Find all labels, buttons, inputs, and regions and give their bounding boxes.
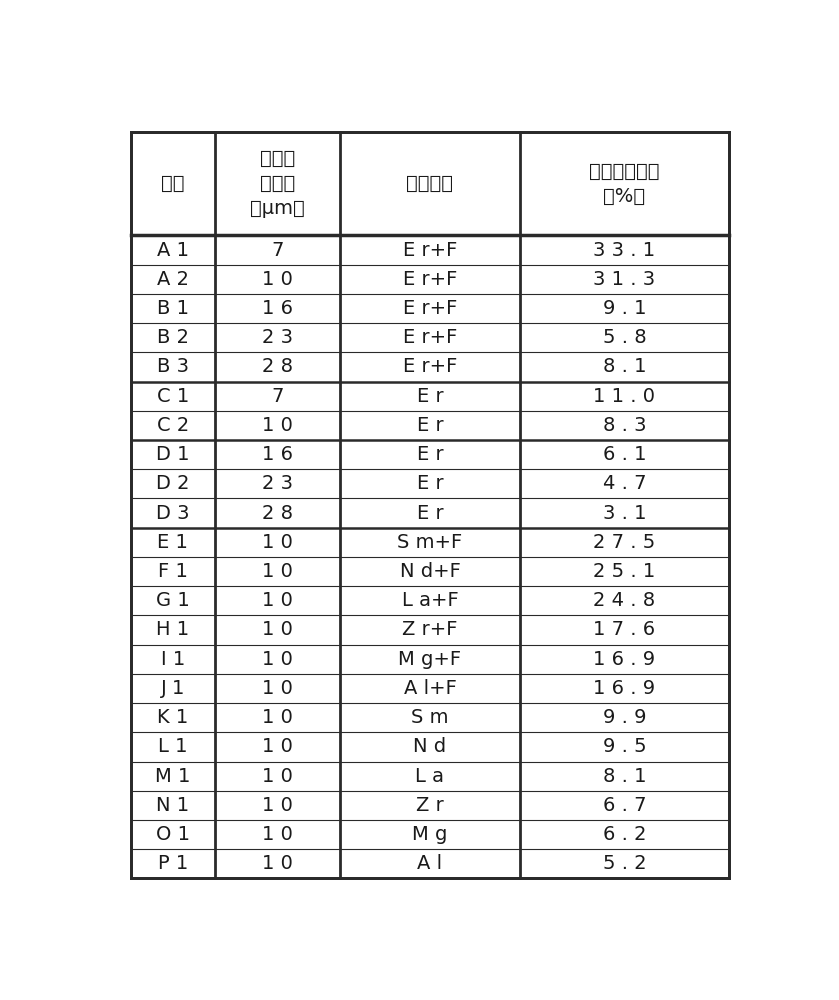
- Text: B 1: B 1: [157, 299, 189, 318]
- Text: C 2: C 2: [157, 416, 189, 435]
- Text: E r: E r: [417, 504, 443, 523]
- Text: 4 . 7: 4 . 7: [602, 474, 646, 493]
- Text: 1 6: 1 6: [262, 445, 293, 464]
- Text: O 1: O 1: [156, 825, 190, 844]
- Text: 2 4 . 8: 2 4 . 8: [593, 591, 655, 610]
- Text: 1 0: 1 0: [262, 270, 293, 289]
- Text: D 3: D 3: [156, 504, 190, 523]
- Text: 1 1 . 0: 1 1 . 0: [593, 387, 655, 406]
- Text: L a+F: L a+F: [402, 591, 458, 610]
- Text: Z r+F: Z r+F: [402, 620, 458, 639]
- Text: 1 0: 1 0: [262, 737, 293, 756]
- Text: 3 . 1: 3 . 1: [602, 504, 646, 523]
- Text: 1 0: 1 0: [262, 650, 293, 669]
- Text: 2 3: 2 3: [262, 328, 293, 347]
- Text: 1 0: 1 0: [262, 533, 293, 552]
- Text: 8 . 1: 8 . 1: [602, 767, 646, 786]
- Text: G 1: G 1: [156, 591, 190, 610]
- Text: 1 0: 1 0: [262, 591, 293, 610]
- Text: 1 0: 1 0: [262, 825, 293, 844]
- Text: 2 8: 2 8: [262, 357, 293, 376]
- Text: E r+F: E r+F: [403, 241, 457, 260]
- Text: Z r: Z r: [416, 796, 444, 815]
- Text: P 1: P 1: [158, 854, 188, 873]
- Text: 钴溶出抑制率
（%）: 钴溶出抑制率 （%）: [589, 161, 659, 205]
- Text: 电池: 电池: [161, 174, 185, 193]
- Text: 1 0: 1 0: [262, 620, 293, 639]
- Text: C 1: C 1: [157, 387, 189, 406]
- Text: E r+F: E r+F: [403, 357, 457, 376]
- Text: 7: 7: [271, 387, 284, 406]
- Text: S m: S m: [411, 708, 449, 727]
- Text: E r+F: E r+F: [403, 328, 457, 347]
- Text: A l+F: A l+F: [404, 679, 456, 698]
- Text: D 2: D 2: [156, 474, 190, 493]
- Text: J 1: J 1: [160, 679, 185, 698]
- Text: N d+F: N d+F: [399, 562, 461, 581]
- Text: L 1: L 1: [158, 737, 187, 756]
- Text: D 1: D 1: [156, 445, 190, 464]
- Text: A 1: A 1: [157, 241, 189, 260]
- Text: 2 3: 2 3: [262, 474, 293, 493]
- Text: 1 0: 1 0: [262, 679, 293, 698]
- Text: 1 0: 1 0: [262, 796, 293, 815]
- Text: H 1: H 1: [156, 620, 190, 639]
- Text: E r: E r: [417, 416, 443, 435]
- Text: I 1: I 1: [160, 650, 185, 669]
- Text: 1 6 . 9: 1 6 . 9: [593, 679, 655, 698]
- Text: E r+F: E r+F: [403, 270, 457, 289]
- Text: 2 8: 2 8: [262, 504, 293, 523]
- Text: 3 1 . 3: 3 1 . 3: [593, 270, 655, 289]
- Text: 6 . 1: 6 . 1: [602, 445, 646, 464]
- Text: A 2: A 2: [157, 270, 189, 289]
- Text: E r: E r: [417, 474, 443, 493]
- Text: 5 . 8: 5 . 8: [602, 328, 646, 347]
- Text: E r+F: E r+F: [403, 299, 457, 318]
- Text: 6 . 7: 6 . 7: [602, 796, 646, 815]
- Text: E r: E r: [417, 387, 443, 406]
- Text: A l: A l: [418, 854, 442, 873]
- Text: E 1: E 1: [158, 533, 188, 552]
- Text: B 2: B 2: [157, 328, 189, 347]
- Text: B 3: B 3: [157, 357, 189, 376]
- Text: M 1: M 1: [155, 767, 190, 786]
- Text: N d: N d: [414, 737, 446, 756]
- Text: 5 . 2: 5 . 2: [602, 854, 646, 873]
- Text: 6 . 2: 6 . 2: [602, 825, 646, 844]
- Text: 8 . 3: 8 . 3: [602, 416, 646, 435]
- Text: 2 7 . 5: 2 7 . 5: [593, 533, 655, 552]
- Text: 3 3 . 1: 3 3 . 1: [593, 241, 655, 260]
- Text: 2 5 . 1: 2 5 . 1: [593, 562, 655, 581]
- Text: M g+F: M g+F: [399, 650, 461, 669]
- Text: S m+F: S m+F: [398, 533, 462, 552]
- Text: 1 6 . 9: 1 6 . 9: [593, 650, 655, 669]
- Text: E r: E r: [417, 445, 443, 464]
- Text: 1 0: 1 0: [262, 562, 293, 581]
- Text: 1 0: 1 0: [262, 767, 293, 786]
- Text: M g: M g: [412, 825, 448, 844]
- Text: 钴酸锂
的粒径
（μm）: 钴酸锂 的粒径 （μm）: [250, 149, 305, 218]
- Text: 1 0: 1 0: [262, 708, 293, 727]
- Text: 9 . 9: 9 . 9: [602, 708, 646, 727]
- Text: 7: 7: [271, 241, 284, 260]
- Text: N 1: N 1: [156, 796, 190, 815]
- Text: 1 0: 1 0: [262, 854, 293, 873]
- Text: 附着元素: 附着元素: [406, 174, 454, 193]
- Text: F 1: F 1: [158, 562, 188, 581]
- Text: 1 0: 1 0: [262, 416, 293, 435]
- Text: 1 6: 1 6: [262, 299, 293, 318]
- Text: L a: L a: [415, 767, 445, 786]
- Text: 8 . 1: 8 . 1: [602, 357, 646, 376]
- Text: 1 7 . 6: 1 7 . 6: [593, 620, 655, 639]
- Text: K 1: K 1: [157, 708, 189, 727]
- Text: 9 . 5: 9 . 5: [602, 737, 646, 756]
- Text: 9 . 1: 9 . 1: [602, 299, 646, 318]
